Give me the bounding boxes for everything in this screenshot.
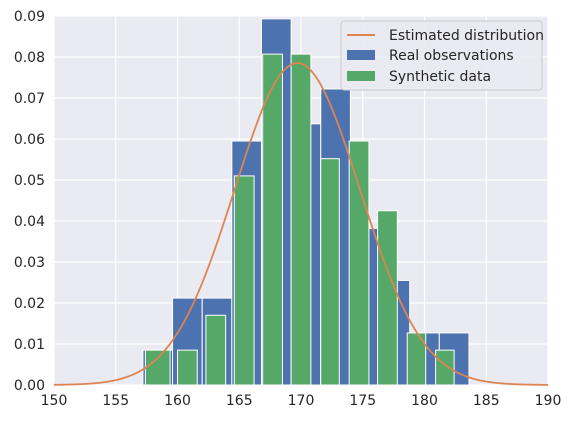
synthetic-data-bar: [262, 53, 283, 386]
synthetic-data-bar: [144, 349, 171, 386]
x-tick-label: 150: [41, 393, 68, 409]
x-tick-label: 175: [349, 393, 376, 409]
y-tick-label: 0.04: [14, 214, 45, 230]
legend-box: [340, 20, 543, 91]
estimated-distribution-curve: [53, 62, 549, 386]
legend-swatch-real: [347, 50, 375, 60]
y-tick-label: 0.03: [14, 255, 45, 271]
legend: Estimated distribution Real observations…: [340, 20, 544, 91]
synthetic-data-bar: [233, 175, 255, 386]
x-tick-label: 180: [411, 393, 438, 409]
synthetic-data-bar: [377, 210, 398, 386]
y-tick-label: 0.02: [14, 296, 45, 312]
histogram-bars: [142, 18, 470, 386]
y-tick-label: 0.07: [14, 91, 45, 107]
x-tick-label: 185: [473, 393, 500, 409]
x-tick-label: 165: [226, 393, 253, 409]
y-tick-label: 0.08: [14, 50, 45, 66]
legend-swatch-synthetic: [347, 71, 375, 81]
synthetic-data-bar: [205, 314, 227, 386]
synthetic-data-bar: [320, 158, 340, 386]
synthetic-data-bar: [290, 53, 312, 386]
x-tick-label: 170: [288, 393, 315, 409]
y-tick-label: 0.01: [14, 337, 45, 353]
synthetic-data-bar: [348, 140, 370, 386]
legend-label-estimated: Estimated distribution: [389, 28, 544, 44]
legend-label-real: Real observations: [389, 48, 514, 64]
y-tick-label: 0.09: [14, 9, 45, 25]
synthetic-data-bar: [177, 349, 198, 386]
y-tick-label: 0.06: [14, 132, 45, 148]
y-tick-label: 0.05: [14, 173, 45, 189]
x-axis-ticks: 150 155 160 165 170 175 180 185 190: [41, 393, 562, 409]
estimated-distribution-line: [53, 62, 549, 386]
synthetic-data-bar: [435, 349, 455, 386]
y-tick-label: 0.00: [14, 378, 45, 394]
x-tick-label: 160: [164, 393, 191, 409]
y-axis-ticks: 0.00 0.01 0.02 0.03 0.04 0.05 0.06 0.07 0.08 0.09: [14, 9, 45, 394]
x-tick-label: 190: [535, 393, 562, 409]
x-tick-label: 155: [102, 393, 129, 409]
legend-label-synthetic: Synthetic data: [389, 69, 491, 85]
